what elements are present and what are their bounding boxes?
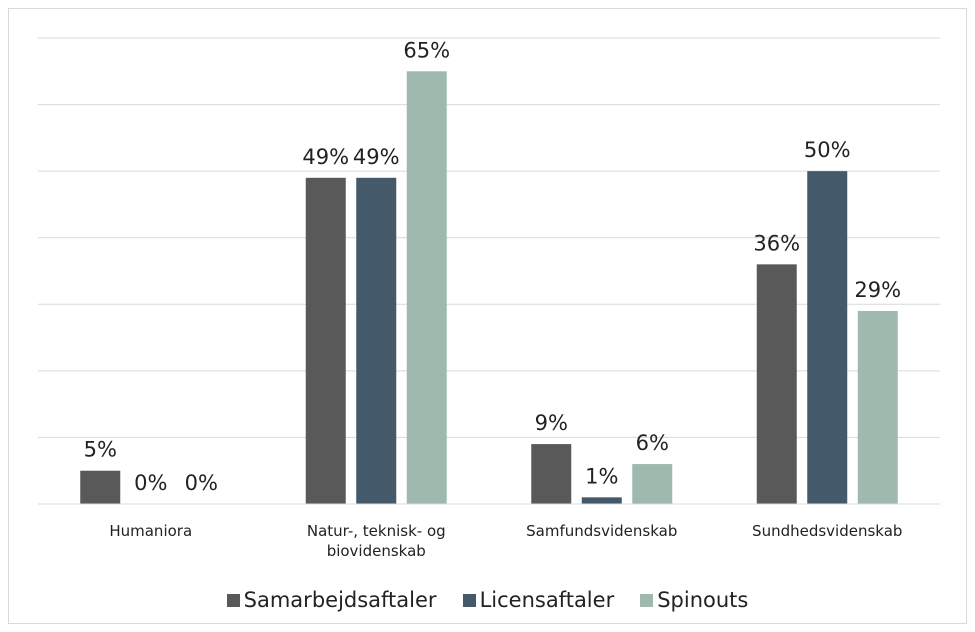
bar — [406, 71, 447, 505]
legend-item: Samarbejdsaftaler — [226, 588, 437, 612]
legend-label: Samarbejdsaftaler — [243, 588, 437, 612]
bar — [305, 177, 346, 505]
data-label: 49% — [353, 145, 400, 169]
legend-swatch — [462, 593, 476, 607]
x-tick-label: Sundhedsvidenskab — [752, 522, 903, 540]
bar — [857, 310, 898, 504]
data-label: 36% — [753, 231, 800, 255]
data-label: 0% — [185, 471, 218, 495]
bar — [531, 444, 572, 504]
bar — [581, 497, 622, 504]
bar — [807, 171, 848, 504]
legend: Samarbejdsaftaler Licensaftaler Spinouts — [0, 588, 975, 612]
legend-label: Spinouts — [657, 588, 749, 612]
data-label: 1% — [585, 464, 618, 488]
data-label: 9% — [535, 411, 568, 435]
bar — [632, 464, 673, 504]
data-label: 65% — [403, 38, 450, 62]
x-tick-label: Natur-, teknisk- og biovidenskab — [306, 522, 446, 560]
legend-swatch — [640, 593, 654, 607]
chart-frame — [8, 8, 967, 624]
data-label: 0% — [134, 471, 167, 495]
legend-item: Licensaftaler — [462, 588, 615, 612]
data-label: 49% — [302, 145, 349, 169]
bar — [756, 264, 797, 504]
bar — [356, 177, 397, 505]
x-tick-label: Humaniora — [109, 522, 193, 540]
data-label: 5% — [84, 438, 117, 462]
legend-item: Spinouts — [640, 588, 748, 612]
data-label: 29% — [854, 278, 901, 302]
data-label: 50% — [804, 138, 851, 162]
legend-swatch — [226, 593, 240, 607]
data-label: 6% — [636, 431, 669, 455]
x-tick-label: Samfundsvidenskab — [526, 522, 678, 540]
bar — [80, 470, 121, 504]
legend-label: Licensaftaler — [479, 588, 615, 612]
